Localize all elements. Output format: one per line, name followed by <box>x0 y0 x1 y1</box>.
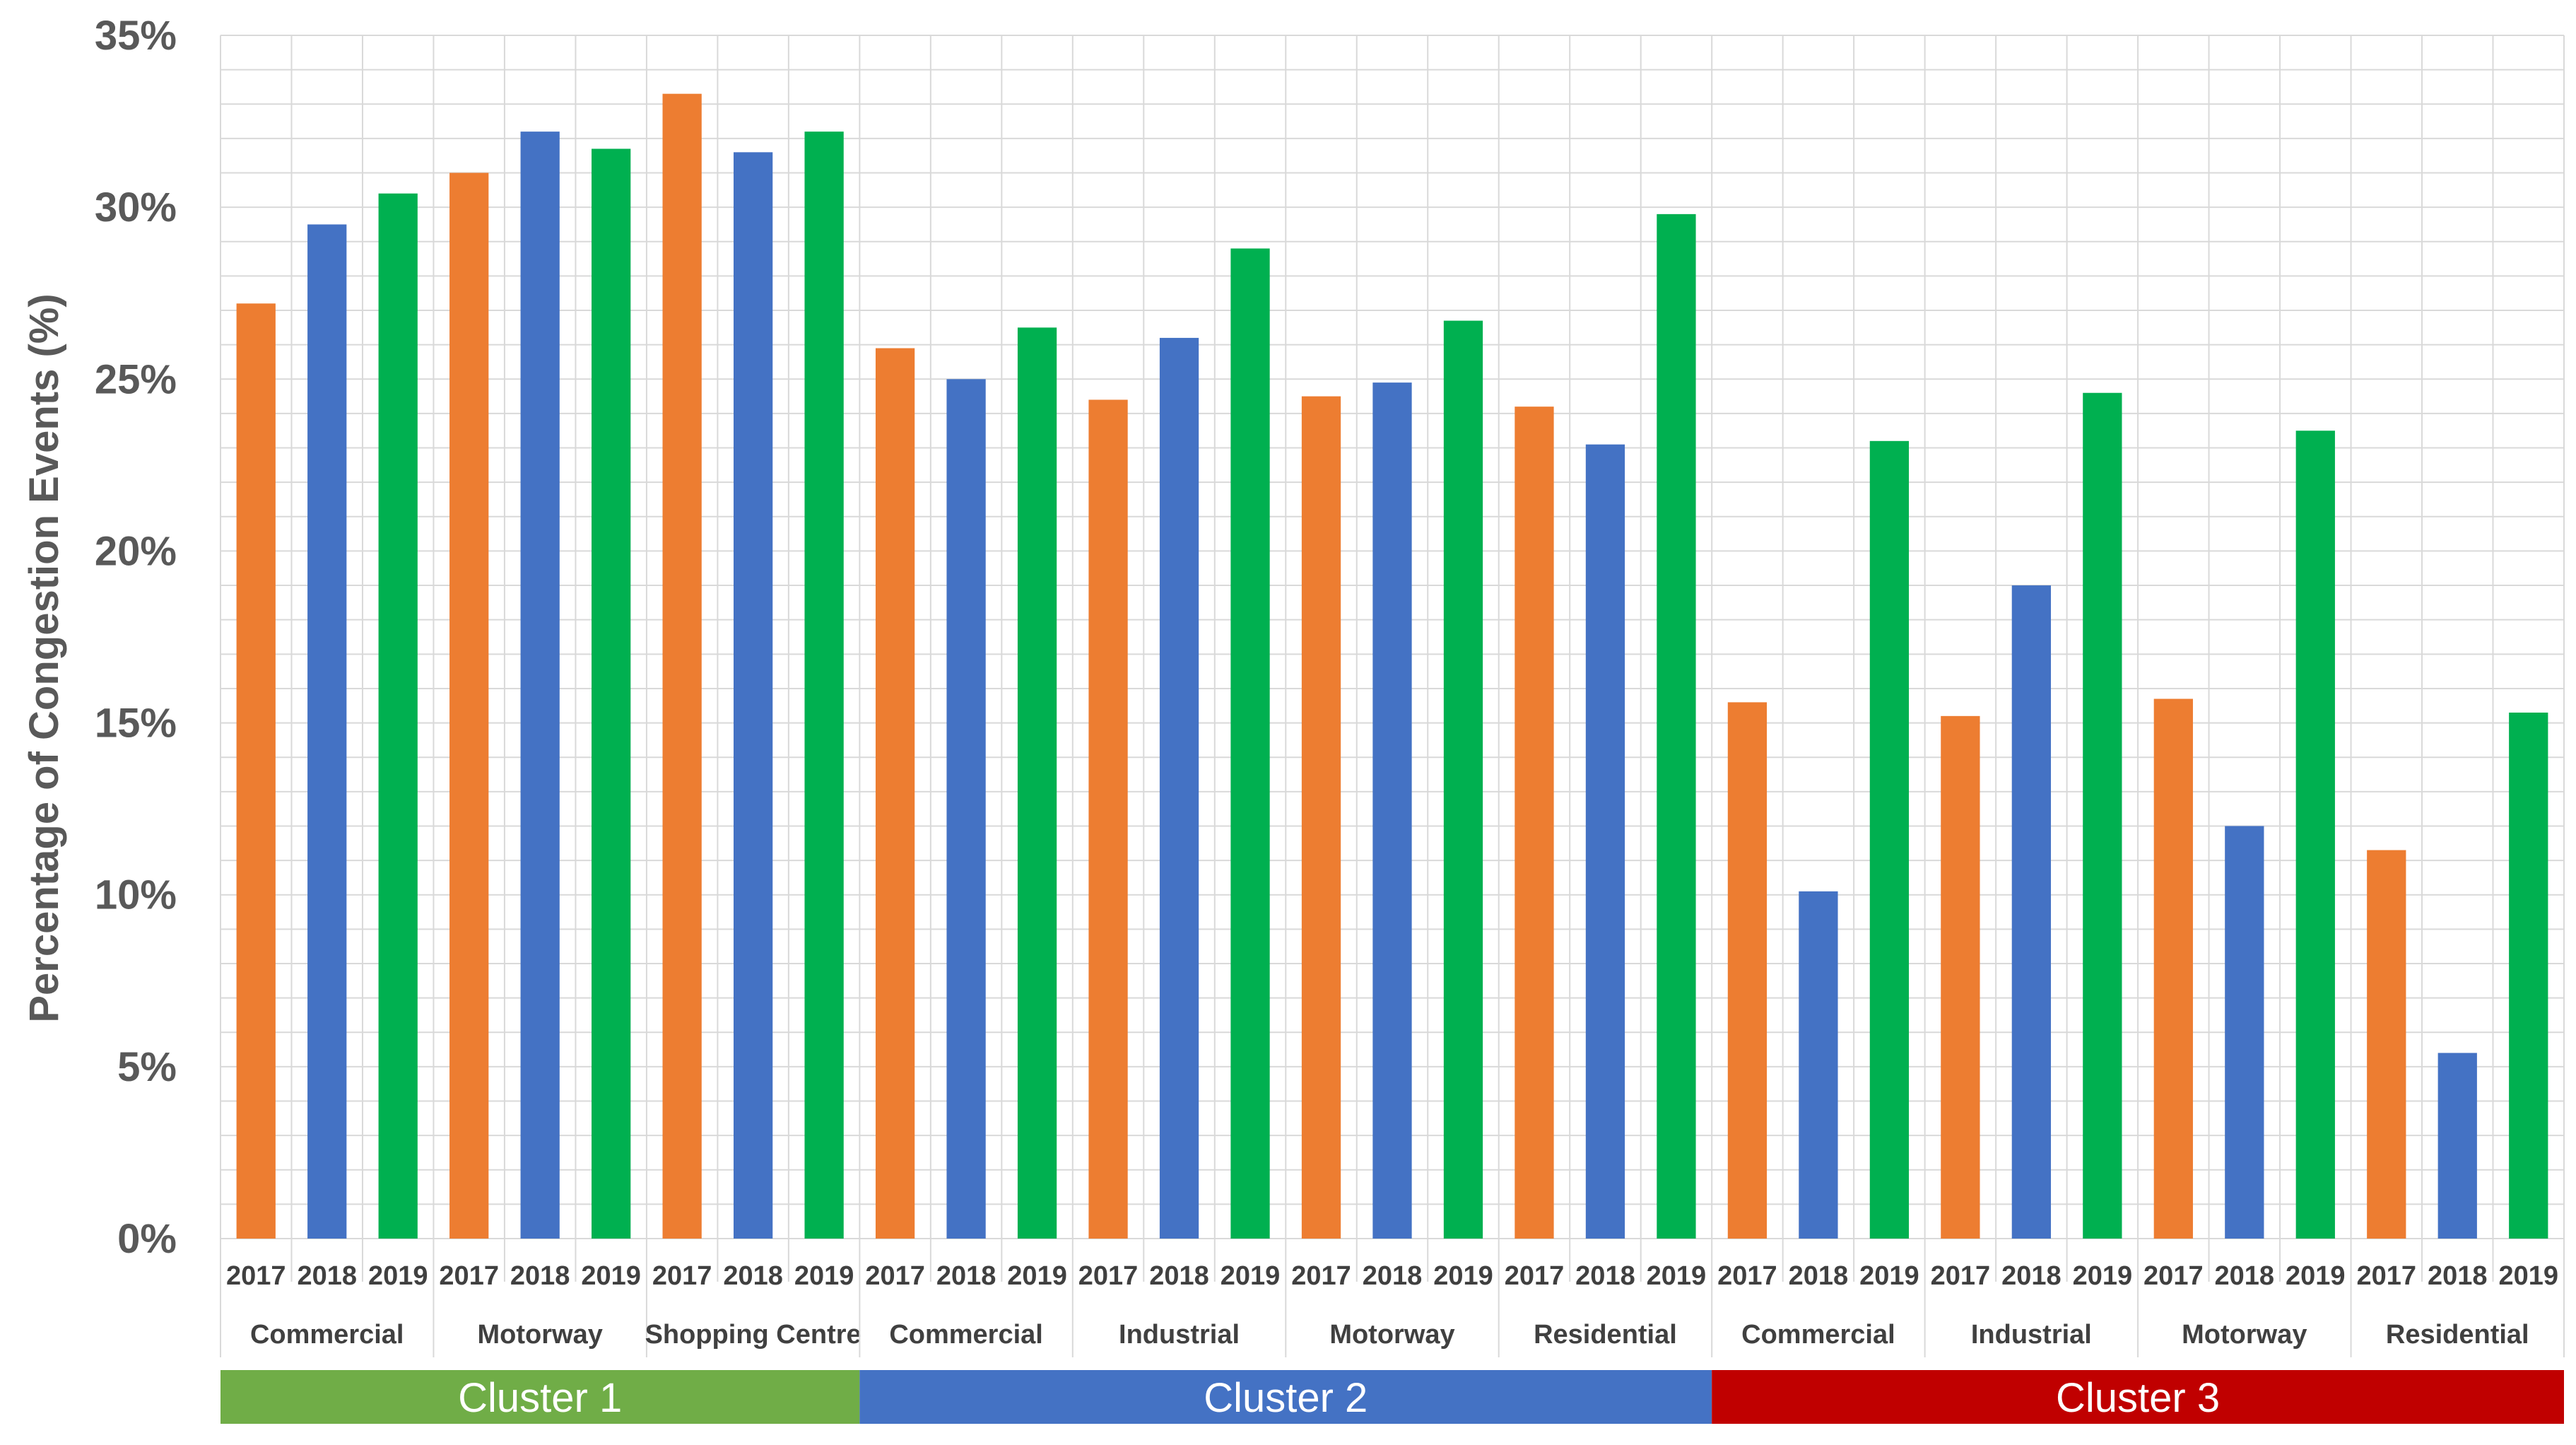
bar-cluster-2-industrial-2018 <box>1159 337 1199 1239</box>
x-tick-year: 2018 <box>2215 1261 2275 1291</box>
x-tick-year: 2017 <box>865 1261 925 1291</box>
y-axis-label: Percentage of Congestion Events (%) <box>21 293 67 1022</box>
y-tick-label: 10% <box>95 872 177 918</box>
x-tick-year: 2017 <box>439 1261 499 1291</box>
x-group-label: Motorway <box>478 1320 603 1350</box>
x-tick-year: 2018 <box>297 1261 357 1291</box>
x-tick-year: 2019 <box>1221 1261 1281 1291</box>
y-tick-label: 30% <box>95 185 177 230</box>
x-tick-year: 2017 <box>652 1261 712 1291</box>
bar-cluster-3-motorway-2018 <box>2225 826 2264 1239</box>
x-tick-year: 2017 <box>1505 1261 1565 1291</box>
x-tick-year: 2017 <box>1078 1261 1139 1291</box>
x-group-label: Motorway <box>1329 1320 1454 1350</box>
bar-cluster-2-motorway-2018 <box>1372 382 1412 1239</box>
bar-cluster-1-motorway-2018 <box>520 131 560 1239</box>
bar-cluster-3-residential-2017 <box>2367 850 2406 1239</box>
x-group-label: Commercial <box>250 1320 404 1350</box>
bar-cluster-2-motorway-2017 <box>1301 396 1341 1239</box>
x-tick-year: 2018 <box>1363 1261 1423 1291</box>
y-tick-label: 20% <box>95 528 177 574</box>
x-group-label: Industrial <box>1971 1320 2092 1350</box>
bar-cluster-2-residential-2018 <box>1585 444 1625 1239</box>
cluster-label: Cluster 3 <box>2056 1375 2220 1421</box>
bar-cluster-2-industrial-2017 <box>1088 399 1128 1239</box>
bar-cluster-2-motorway-2019 <box>1443 320 1483 1239</box>
x-group-label: Shopping Centre <box>645 1320 861 1350</box>
x-tick-year: 2018 <box>1575 1261 1635 1291</box>
bar-cluster-1-motorway-2017 <box>449 172 489 1239</box>
x-group-label: Residential <box>2386 1320 2529 1350</box>
bar-cluster-3-residential-2019 <box>2509 712 2548 1239</box>
x-tick-year: 2019 <box>368 1261 428 1291</box>
bar-cluster-3-industrial-2017 <box>1941 715 1980 1239</box>
x-tick-year: 2018 <box>510 1261 570 1291</box>
y-tick-label: 0% <box>117 1216 177 1262</box>
bar-cluster-3-commercial-2019 <box>1869 440 1910 1239</box>
x-tick-year: 2019 <box>1007 1261 1067 1291</box>
x-tick-year: 2019 <box>1433 1261 1493 1291</box>
bar-cluster-2-commercial-2017 <box>875 348 915 1239</box>
bar-cluster-1-shopping-centre-2017 <box>662 93 702 1239</box>
x-tick-year: 2017 <box>226 1261 286 1291</box>
bar-cluster-2-residential-2019 <box>1657 213 1696 1239</box>
bar-cluster-1-commercial-2018 <box>307 224 347 1239</box>
x-tick-year: 2019 <box>794 1261 854 1291</box>
x-tick-year: 2017 <box>1717 1261 1777 1291</box>
bar-cluster-3-commercial-2017 <box>1727 702 1768 1239</box>
x-tick-year: 2018 <box>2001 1261 2062 1291</box>
x-tick-year: 2018 <box>936 1261 996 1291</box>
bar-cluster-2-industrial-2019 <box>1230 248 1270 1239</box>
x-tick-year: 2017 <box>2143 1261 2204 1291</box>
x-tick-year: 2019 <box>2286 1261 2346 1291</box>
bar-cluster-3-motorway-2019 <box>2295 431 2335 1239</box>
cluster-band-cluster-1 <box>220 1370 860 1424</box>
bar-cluster-1-motorway-2019 <box>592 148 631 1239</box>
x-group-label: Commercial <box>889 1320 1043 1350</box>
bar-cluster-3-residential-2018 <box>2437 1053 2477 1239</box>
x-tick-year: 2019 <box>1647 1261 1707 1291</box>
cluster-band-cluster-2 <box>859 1370 1712 1424</box>
bar-cluster-1-commercial-2019 <box>378 193 418 1239</box>
y-tick-label: 25% <box>95 356 177 402</box>
bar-cluster-1-shopping-centre-2018 <box>734 152 773 1239</box>
cluster-label: Cluster 1 <box>458 1375 622 1421</box>
bar-cluster-2-residential-2017 <box>1515 406 1554 1239</box>
x-tick-year: 2017 <box>2357 1261 2417 1291</box>
bar-cluster-3-industrial-2019 <box>2083 392 2122 1239</box>
x-tick-year: 2018 <box>1789 1261 1849 1291</box>
y-tick-label: 15% <box>95 701 177 747</box>
bar-cluster-2-commercial-2018 <box>946 379 986 1239</box>
bar-cluster-3-motorway-2017 <box>2153 698 2193 1239</box>
x-tick-year: 2018 <box>1149 1261 1209 1291</box>
bar-cluster-3-industrial-2018 <box>2011 585 2051 1239</box>
bar-cluster-1-shopping-centre-2019 <box>804 131 844 1239</box>
x-tick-year: 2019 <box>581 1261 641 1291</box>
x-tick-year: 2019 <box>2073 1261 2133 1291</box>
y-tick-label: 5% <box>117 1044 177 1090</box>
x-group-label: Residential <box>1534 1320 1677 1350</box>
cluster-label: Cluster 2 <box>1204 1375 1368 1421</box>
x-tick-year: 2019 <box>1859 1261 1919 1291</box>
x-group-label: Commercial <box>1741 1320 1895 1350</box>
bar-cluster-2-commercial-2019 <box>1017 327 1057 1239</box>
bar-cluster-1-commercial-2017 <box>236 303 276 1239</box>
x-tick-year: 2018 <box>2428 1261 2488 1291</box>
x-tick-year: 2019 <box>2498 1261 2558 1291</box>
y-tick-label: 35% <box>95 13 177 59</box>
x-tick-year: 2017 <box>1931 1261 1991 1291</box>
bar-cluster-3-commercial-2018 <box>1799 891 1838 1239</box>
x-tick-year: 2018 <box>723 1261 783 1291</box>
cluster-band-cluster-3 <box>1712 1370 2564 1424</box>
x-tick-year: 2017 <box>1291 1261 1351 1291</box>
x-group-label: Industrial <box>1119 1320 1240 1350</box>
x-group-label: Motorway <box>2182 1320 2307 1350</box>
